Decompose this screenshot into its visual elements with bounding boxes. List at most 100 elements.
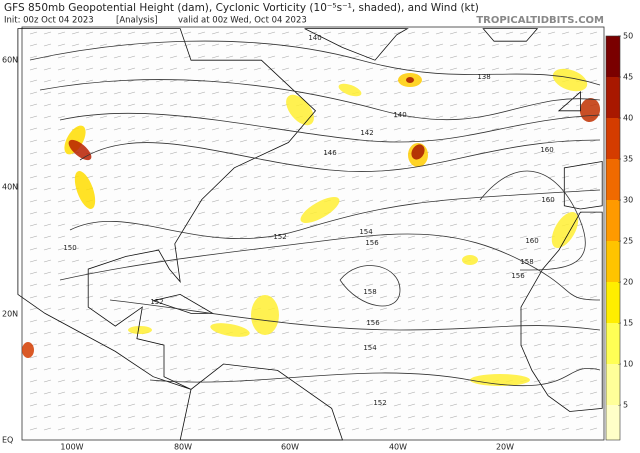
wind-barb — [435, 259, 444, 263]
wind-barb — [351, 139, 360, 143]
wind-barb — [71, 235, 80, 239]
wind-barb — [337, 127, 346, 131]
wind-barb — [337, 391, 346, 395]
wind-barb — [477, 175, 486, 179]
wind-barb — [211, 415, 220, 419]
wind-barb — [561, 355, 570, 359]
wind-barb — [309, 319, 318, 323]
wind-barb — [365, 415, 374, 419]
wind-barb — [71, 331, 80, 335]
wind-barb — [169, 103, 178, 107]
wind-barb — [435, 103, 444, 107]
wind-barb — [323, 343, 332, 347]
wind-barb — [393, 223, 402, 227]
wind-barb — [29, 139, 38, 143]
wind-barb — [365, 391, 374, 395]
wind-barb — [267, 427, 276, 431]
wind-barb — [113, 211, 122, 215]
wind-barb — [421, 187, 430, 191]
wind-barb — [407, 343, 416, 347]
wind-barb — [519, 211, 528, 215]
wind-barb — [43, 391, 52, 395]
wind-barb — [561, 331, 570, 335]
wind-barb — [365, 355, 374, 359]
wind-barb — [519, 139, 528, 143]
wind-barb — [281, 223, 290, 227]
wind-barb — [365, 103, 374, 107]
wind-barb — [169, 235, 178, 239]
wind-barb — [491, 307, 500, 311]
wind-barb — [575, 331, 584, 335]
wind-barb — [407, 223, 416, 227]
wind-barb — [99, 223, 108, 227]
wind-barb — [491, 235, 500, 239]
wind-barb — [519, 187, 528, 191]
wind-barb — [43, 247, 52, 251]
wind-barb — [309, 331, 318, 335]
wind-barb — [281, 247, 290, 251]
wind-barb — [477, 271, 486, 275]
wind-barb — [29, 427, 38, 431]
wind-barb — [71, 415, 80, 419]
wind-barb — [491, 187, 500, 191]
wind-barb — [57, 415, 66, 419]
wind-barb — [57, 67, 66, 71]
wind-barb — [365, 211, 374, 215]
wind-barb — [365, 175, 374, 179]
wind-barb — [281, 331, 290, 335]
wind-barb — [295, 43, 304, 47]
wind-barb — [71, 259, 80, 263]
wind-barb — [309, 163, 318, 167]
wind-barb — [435, 343, 444, 347]
wind-barb — [71, 403, 80, 407]
wind-barb — [99, 379, 108, 383]
wind-barb — [365, 259, 374, 263]
wind-barb — [407, 367, 416, 371]
wind-barb — [393, 427, 402, 431]
wind-barb — [253, 31, 262, 35]
wind-barb — [365, 31, 374, 35]
wind-barb — [561, 31, 570, 35]
wind-barb — [575, 427, 584, 431]
wind-barb — [435, 367, 444, 371]
wind-barb — [183, 271, 192, 275]
coastline — [179, 363, 344, 441]
wind-barb — [337, 139, 346, 143]
wind-barb — [407, 55, 416, 59]
wind-barb — [281, 55, 290, 59]
wind-barb — [407, 127, 416, 131]
wind-barb — [519, 415, 528, 419]
wind-barb — [505, 295, 514, 299]
vorticity-shading — [411, 144, 425, 160]
wind-barb — [379, 127, 388, 131]
wind-barb — [43, 367, 52, 371]
wind-barb — [309, 355, 318, 359]
wind-barb — [43, 235, 52, 239]
contour-label: 140 — [308, 34, 321, 42]
wind-barb — [43, 331, 52, 335]
wind-barb — [57, 307, 66, 311]
wind-barb — [407, 91, 416, 95]
wind-barb — [421, 67, 430, 71]
wind-barb — [337, 247, 346, 251]
wind-barb — [477, 223, 486, 227]
wind-barb — [379, 67, 388, 71]
wind-barb — [519, 271, 528, 275]
wind-barb — [351, 355, 360, 359]
wind-barb — [365, 379, 374, 383]
wind-barb — [281, 271, 290, 275]
wind-barb — [561, 43, 570, 47]
wind-barb — [127, 247, 136, 251]
wind-barb — [225, 115, 234, 119]
wind-barb — [225, 283, 234, 287]
wind-barb — [225, 211, 234, 215]
wind-barb — [449, 127, 458, 131]
wind-barb — [533, 391, 542, 395]
colorbar-segment — [606, 405, 620, 440]
wind-barb — [533, 319, 542, 323]
wind-barb — [155, 67, 164, 71]
wind-barb — [281, 283, 290, 287]
wind-barb — [547, 379, 556, 383]
wind-barb — [309, 427, 318, 431]
wind-barb — [211, 427, 220, 431]
